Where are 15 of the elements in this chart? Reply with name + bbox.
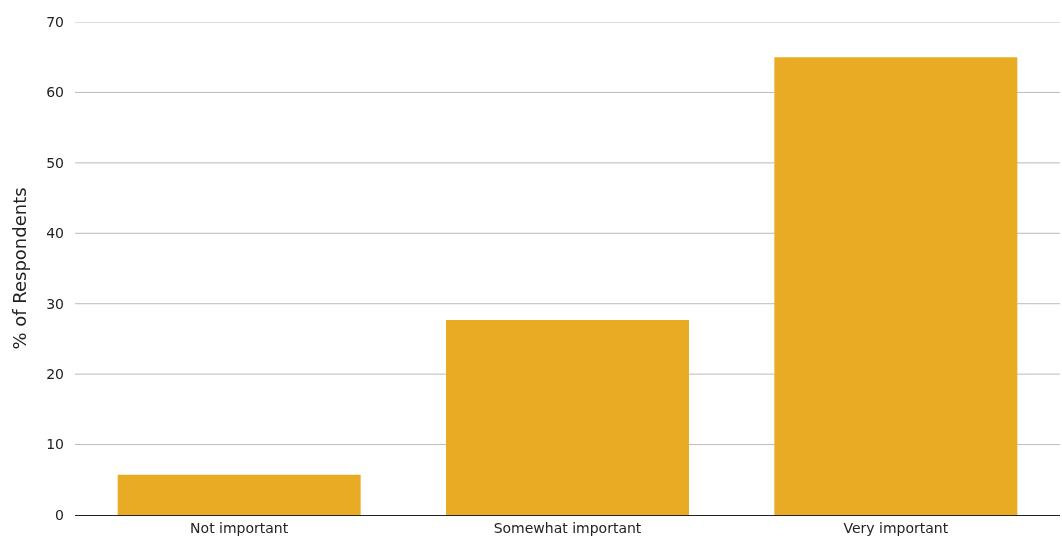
- y-tick-label: 70: [46, 13, 64, 30]
- bar: [446, 319, 689, 515]
- y-axis-title: % of Respondents: [9, 187, 31, 350]
- x-tick-label: Not important: [190, 519, 289, 536]
- y-tick-label: 40: [46, 225, 64, 242]
- y-tick-label: 20: [46, 366, 64, 383]
- y-tick-label: 0: [55, 506, 64, 523]
- y-tick-label: 10: [46, 436, 64, 453]
- x-tick-label: Very important: [843, 519, 949, 536]
- y-tick-label: 60: [46, 84, 64, 101]
- bar: [774, 57, 1018, 515]
- y-tick-label: 50: [46, 154, 64, 171]
- x-tick-label: Somewhat important: [493, 519, 642, 536]
- bar: [117, 474, 361, 515]
- y-tick-label: 30: [46, 295, 64, 312]
